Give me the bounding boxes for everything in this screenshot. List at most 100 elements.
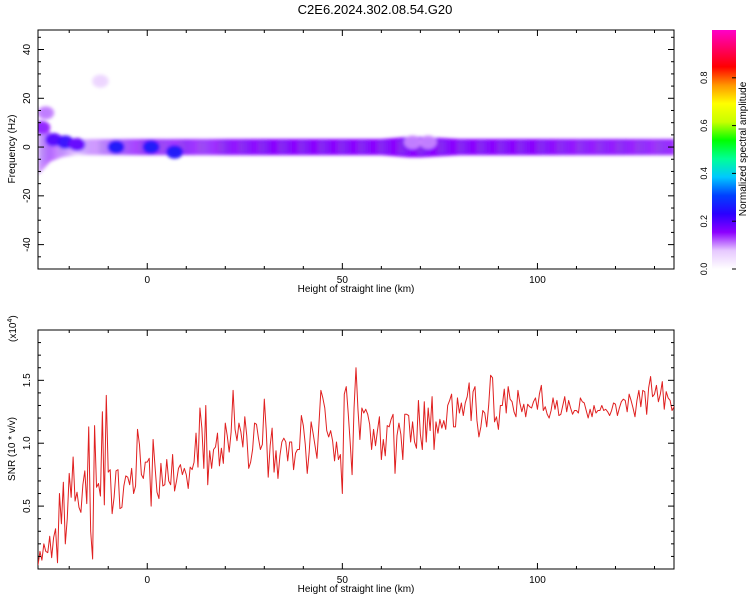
snr-frame	[37, 329, 675, 570]
spectrogram-cell	[570, 139, 574, 156]
spectrogram-cell	[133, 139, 137, 156]
y-tick-label: 20	[22, 92, 33, 104]
spectrogram-cell	[231, 139, 234, 156]
spectrogram-cell	[387, 138, 390, 156]
x-tick-label: 100	[529, 275, 546, 286]
spectrogram-cell	[402, 137, 406, 157]
spectrogram-cell	[582, 139, 585, 156]
spectrogram-cell	[375, 139, 379, 156]
spectrogram-cell	[88, 139, 92, 156]
spectrogram-cell	[441, 138, 445, 157]
spectrogram-cell	[514, 139, 517, 156]
spectrogram-cell	[471, 139, 474, 156]
spectrogram-cell	[451, 138, 455, 156]
colorbar	[712, 30, 736, 269]
spectrogram-cell	[634, 139, 638, 156]
spectrogram-cell	[502, 139, 505, 156]
spectrogram-cell	[609, 139, 613, 156]
spectrogram-cell	[543, 139, 546, 156]
spectrogram-cell	[197, 139, 201, 156]
spectrogram-cell	[535, 139, 539, 156]
spectrogram-cell	[207, 139, 211, 156]
spectrogram-cell	[381, 138, 384, 156]
spectrogram-cell	[592, 139, 595, 156]
spectrogram-cell	[601, 139, 605, 156]
snr-multiplier: (x104)	[7, 315, 19, 342]
spectrogram-cell	[86, 139, 90, 156]
x-tick-label: 50	[337, 275, 349, 286]
spectrogram-xlabel: Height of straight line (km)	[298, 284, 415, 295]
spectrogram-cell	[393, 138, 396, 157]
spectrogram-blob	[38, 106, 55, 120]
spectrogram-frame	[37, 29, 675, 270]
spectrogram-cell	[539, 139, 542, 156]
spectrogram-cell	[586, 139, 589, 156]
spectrogram-blob	[165, 145, 184, 159]
spectrogram-cell	[47, 131, 51, 163]
spectrogram-blob	[142, 140, 160, 154]
spectrogram-cell	[512, 139, 515, 156]
spectrogram-cell	[531, 139, 535, 156]
spectrogram-cell	[443, 138, 447, 156]
spectrogram-cell	[344, 139, 347, 156]
spectrogram-cell	[385, 138, 388, 156]
spectrogram-cell	[515, 139, 519, 156]
spectrogram-cell	[551, 139, 554, 156]
spectrogram-cell	[49, 132, 53, 162]
spectrogram-cell	[127, 139, 131, 156]
spectrogram-cell	[521, 139, 525, 156]
spectrogram-cell	[564, 139, 568, 156]
spectrogram-cell	[584, 139, 587, 156]
spectrogram-cell	[221, 139, 224, 156]
spectrogram-cell	[139, 139, 142, 156]
spectrogram-cell	[352, 139, 355, 156]
spectrogram-cell	[242, 139, 246, 156]
spectrogram-cell	[238, 139, 242, 156]
spectrogram-cell	[196, 139, 199, 156]
spectrogram-cell	[434, 137, 437, 157]
spectrogram-cell	[420, 136, 423, 158]
spectrogram-cell	[295, 139, 299, 156]
spectrogram-cell	[330, 139, 334, 156]
spectrogram-cell	[233, 139, 236, 156]
spectrogram-cell	[523, 139, 527, 156]
spectrogram-cell	[457, 138, 460, 156]
spectrogram-cell	[43, 127, 47, 168]
spectrogram-cell	[357, 139, 361, 156]
spectrogram-cell	[469, 139, 472, 156]
spectrogram-cell	[529, 139, 533, 156]
snr-plot: 0 50 100 0.5 1.0 1.5 Height of straight line …	[7, 315, 675, 595]
spectrogram-cell	[599, 139, 603, 156]
spectrogram-cell	[291, 139, 295, 156]
spectrogram-cell	[492, 139, 496, 156]
spectrogram-cell	[162, 139, 166, 156]
page-title: C2E6.2024.302.08.54.G20	[297, 2, 453, 17]
spectrogram-cell	[350, 139, 353, 156]
spectrogram-cell	[268, 139, 271, 156]
spectrogram-cell	[252, 139, 256, 156]
spectrogram-cell	[389, 138, 392, 156]
spectrogram-cell	[379, 139, 382, 156]
spectrogram-cell	[650, 139, 654, 156]
spectrogram-cell	[547, 139, 550, 156]
spectrogram-cell	[377, 139, 381, 156]
spectrogram-cell	[264, 139, 267, 156]
spectrogram-cell	[279, 139, 283, 156]
spectrogram-axes: 0 50 100 -40 -20 0 20 40	[22, 30, 674, 286]
spectrogram-cell	[225, 139, 228, 156]
spectrogram-cell	[636, 139, 640, 156]
spectrogram-cell	[328, 139, 332, 156]
spectrogram-cell	[303, 139, 306, 156]
y-tick-label: 1.0	[22, 436, 33, 450]
spectrogram-cell	[613, 139, 617, 156]
spectrogram-cell	[201, 139, 205, 156]
spectrogram-cell	[396, 137, 400, 157]
spectrogram-cell	[562, 139, 566, 156]
spectrogram-cell	[615, 139, 619, 156]
spectrogram-cell	[184, 139, 187, 156]
spectrogram-cell	[96, 139, 100, 156]
spectrogram-cell	[467, 139, 470, 156]
spectrogram-cell	[498, 139, 501, 156]
spectrogram-cell	[404, 137, 408, 158]
spectrogram-cell	[250, 139, 254, 156]
